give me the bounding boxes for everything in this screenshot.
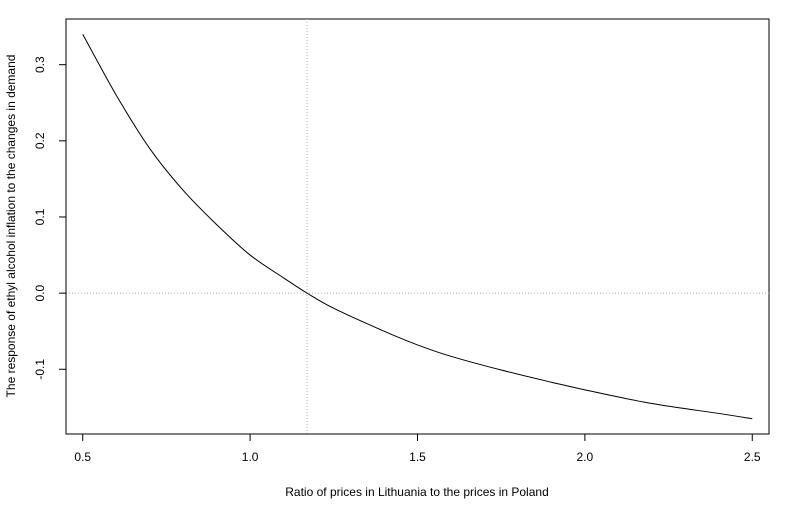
y-tick-label: 0.2 — [33, 132, 47, 149]
x-tick-label: 2.5 — [744, 450, 761, 464]
series-layer — [82, 33, 753, 420]
series-line-0 — [82, 33, 753, 420]
y-tick-label: -0.1 — [33, 359, 47, 380]
reference-lines — [66, 19, 769, 434]
x-axis-title: Ratio of prices in Lithuania to the pric… — [285, 485, 549, 499]
y-tick-label: 0.1 — [33, 208, 47, 225]
x-axis: 0.5 1.0 1.5 2.0 2.5 — [74, 433, 761, 464]
y-tick-label: 0.0 — [33, 284, 47, 301]
x-tick-label: 2.0 — [577, 450, 594, 464]
x-tick-label: 0.5 — [74, 450, 91, 464]
y-axis: -0.1 0.0 0.1 0.2 0.3 — [33, 56, 67, 380]
y-tick-label: 0.3 — [33, 56, 47, 73]
x-tick-label: 1.5 — [409, 450, 426, 464]
plot-frame — [65, 18, 770, 435]
y-axis-title: The response of ethyl alcohol inflation … — [4, 55, 18, 398]
x-tick-label: 1.0 — [242, 450, 259, 464]
